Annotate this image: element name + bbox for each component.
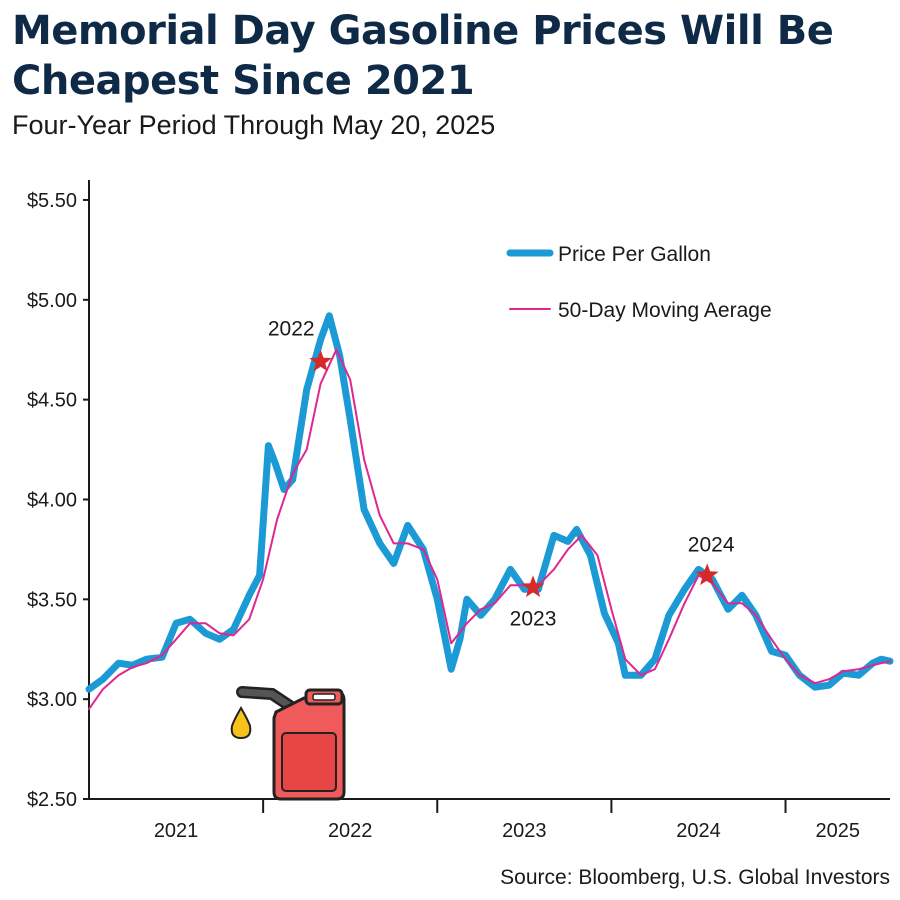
y-tick-label: $3.00 — [27, 689, 77, 711]
annotation-label: 2022 — [268, 318, 315, 341]
chart-subtitle: Four-Year Period Through May 20, 2025 — [12, 110, 496, 140]
price-per-gallon-line — [85, 312, 894, 693]
star-marker — [521, 575, 545, 598]
chart-title: Memorial Day Gasoline Prices Will Be Che… — [12, 8, 834, 104]
chart-annotations: 2022 2023 2024 — [268, 318, 735, 631]
annotation-label: 2024 — [688, 533, 735, 556]
x-tick-label: 2022 — [328, 820, 373, 842]
moving-average-line — [88, 348, 891, 711]
y-tick-label: $4.00 — [27, 489, 77, 511]
x-tick-label: 2024 — [676, 820, 721, 842]
legend-label: Price Per Gallon — [558, 243, 711, 266]
y-tick-label: $2.50 — [27, 789, 77, 811]
legend-label: 50-Day Moving Aerage — [558, 299, 772, 322]
y-tick-label: $3.50 — [27, 589, 77, 611]
y-tick-label: $5.00 — [27, 290, 77, 312]
source-note: Source: Bloomberg, U.S. Global Investors — [500, 866, 890, 889]
x-tick-label: 2025 — [816, 820, 861, 842]
chart-series — [85, 312, 894, 711]
star-marker — [309, 349, 332, 372]
x-tick-label: 2021 — [154, 820, 199, 842]
y-tick-label: $4.50 — [27, 390, 77, 412]
gas-can-icon — [230, 686, 346, 801]
chart-legend: Price Per Gallon 50-Day Moving Aerage — [506, 243, 772, 322]
x-tick-label: 2023 — [502, 820, 547, 842]
star-marker — [695, 563, 719, 586]
chart-axes: $2.50 $3.00 $3.50 $4.00 $4.50 $5.00 $5.50 2021 2… — [27, 180, 890, 842]
annotation-label: 2023 — [510, 607, 557, 630]
y-tick-label: $5.50 — [27, 190, 77, 212]
